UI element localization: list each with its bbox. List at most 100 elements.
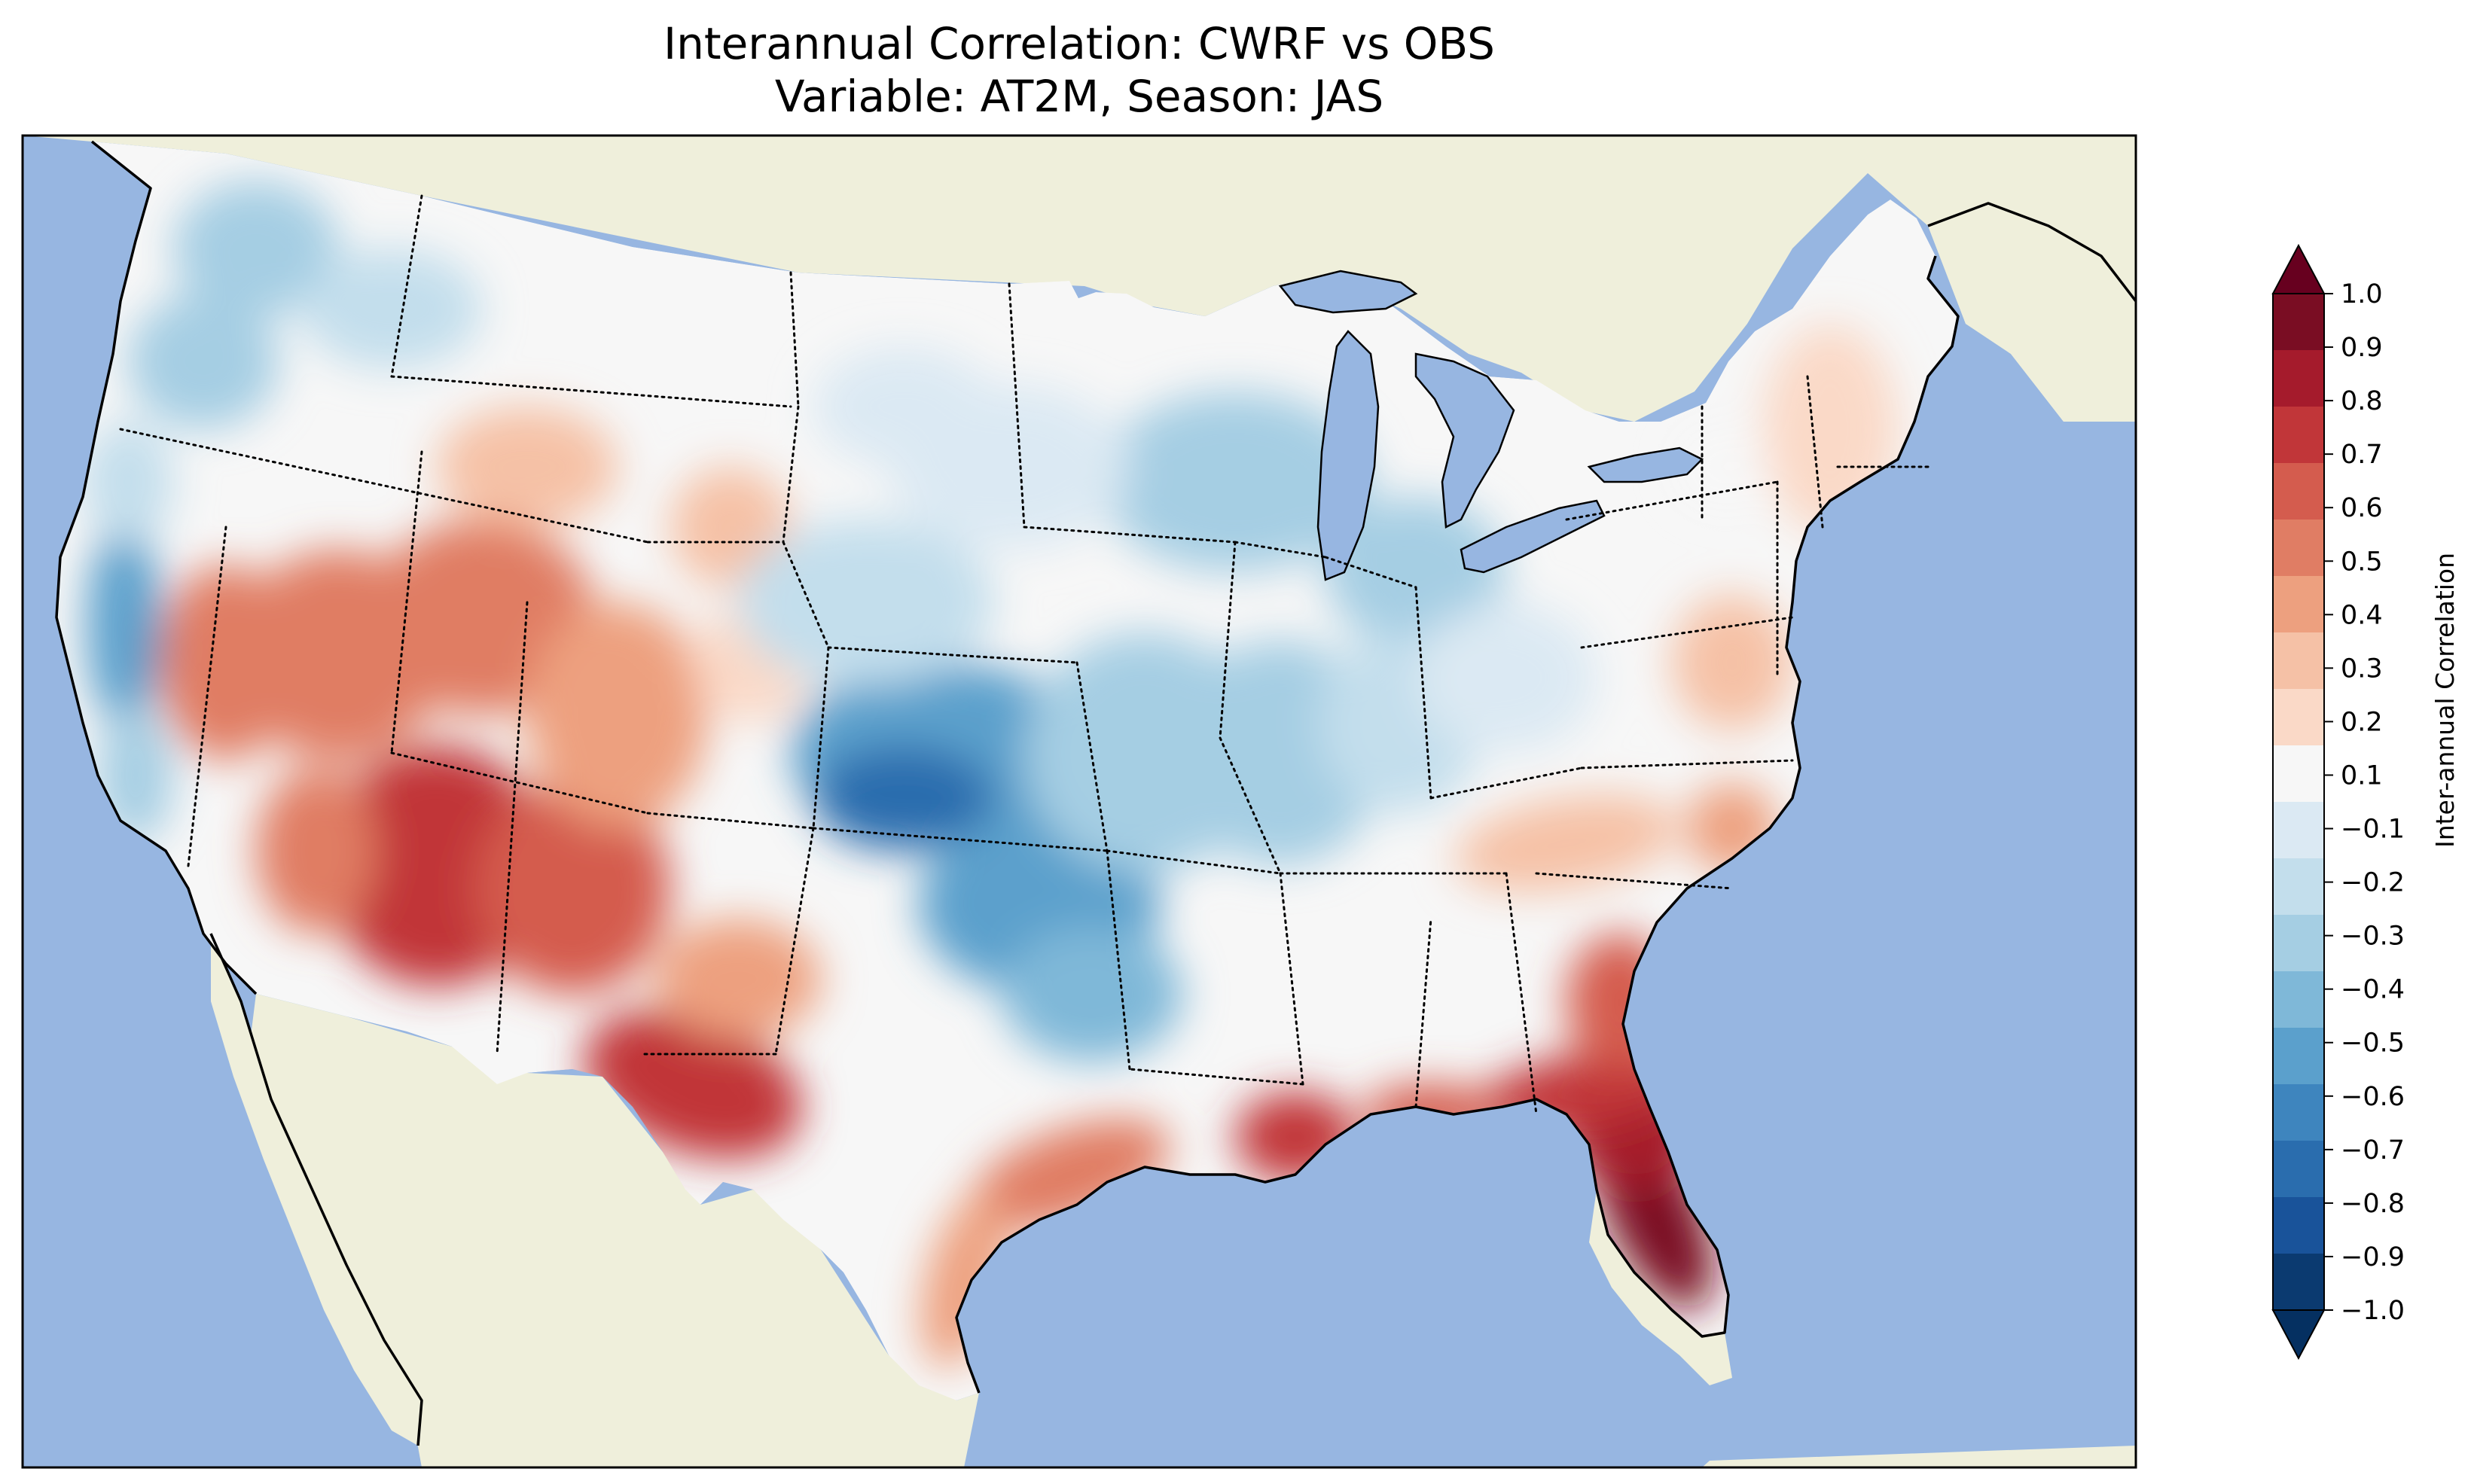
land-mass-0	[23, 136, 2136, 422]
coastline-0	[55, 140, 258, 995]
field-blob-34	[738, 520, 994, 685]
land-mass-3	[211, 934, 422, 1446]
colorbar-tick-label-2: 0.8	[2341, 386, 2383, 416]
colorbar-tick-label-8: 0.2	[2341, 707, 2383, 737]
land-mass-2	[249, 994, 979, 1467]
state-border-35	[1580, 616, 1794, 649]
state-border-4	[782, 541, 830, 649]
state-border-23	[1106, 849, 1282, 875]
colorbar-tick-label-19: −1.0	[2341, 1296, 2405, 1326]
field-blob-28	[1002, 926, 1182, 1062]
colorbar-min-extension	[2271, 1309, 2326, 1361]
state-border-30	[1505, 872, 1538, 1116]
state-border-1	[390, 375, 792, 408]
colorbar-tick-label-0: 1.0	[2341, 279, 2383, 309]
lake-2	[1414, 352, 1515, 529]
colorbar-bin-12	[2273, 971, 2324, 1028]
coastline-3	[209, 933, 423, 1446]
colorbar-tick-label-5: 0.5	[2341, 547, 2383, 577]
state-border-5	[812, 646, 830, 830]
colorbar-bin-5	[2273, 576, 2324, 633]
colorbar-tick-label-11: −0.2	[2341, 868, 2405, 898]
colorbar-bin-16	[2273, 1197, 2324, 1254]
colorbar-bin-3	[2273, 463, 2324, 520]
field-blob-30	[1100, 392, 1371, 572]
colorbar-tick-label-12: −0.3	[2341, 922, 2405, 952]
state-border-26	[1234, 541, 1327, 559]
state-border-22	[1219, 736, 1282, 875]
field-blob-42	[83, 422, 173, 542]
colorbar-frame	[2272, 293, 2325, 1311]
field-blob-38	[128, 294, 279, 429]
field-blob-35	[813, 346, 994, 467]
coastline-2	[1927, 202, 2136, 303]
colorbar-tick-label-7: 0.3	[2341, 654, 2383, 684]
field-blob-41	[98, 708, 173, 843]
colorbar-tick-label-10: −0.1	[2341, 815, 2405, 845]
colorbar-tick-label-4: 0.6	[2341, 493, 2383, 523]
lake-0	[1278, 270, 1418, 314]
colorbar-bin-10	[2273, 858, 2324, 916]
state-border-17	[812, 827, 1109, 852]
state-border-13	[646, 812, 815, 830]
state-border-31	[1414, 917, 1432, 1108]
land-mass-5	[1702, 1446, 2136, 1467]
field-blob-6	[969, 1119, 1170, 1230]
colorbar-max-extension	[2271, 243, 2326, 294]
colorbar-bin-17	[2273, 1254, 2324, 1311]
colorbar-tick-label-14: −0.5	[2341, 1028, 2405, 1059]
colorbar-tick-label-17: −0.8	[2341, 1189, 2405, 1219]
field-blob-25	[813, 745, 994, 851]
state-border-25	[1128, 1068, 1304, 1086]
colorbar-tick-label-13: −0.4	[2341, 975, 2405, 1005]
land-mass-1	[1928, 203, 2136, 422]
state-border-33	[1580, 759, 1794, 769]
state-border-11	[390, 751, 649, 815]
state-border-14	[496, 601, 529, 1056]
state-borders	[119, 194, 1929, 1116]
state-border-24	[1279, 872, 1304, 1086]
colorbar-bin-2	[2273, 407, 2324, 464]
colorbar-label: Inter-annual Correlation	[2430, 553, 2460, 848]
colorbar-bin-13	[2273, 1028, 2324, 1085]
title-line-1: Interannual Correlation: CWRF vs OBS	[663, 18, 1495, 69]
state-border-20	[1023, 526, 1237, 544]
state-border-34	[1535, 872, 1734, 890]
field-blob-14	[233, 550, 444, 760]
colorbar-bin-6	[2273, 632, 2324, 690]
colorbar-tick-label-18: −0.9	[2341, 1242, 2405, 1272]
state-border-2	[789, 271, 800, 408]
colorbar-bin-0	[2273, 294, 2324, 351]
state-border-36	[1565, 480, 1779, 521]
land-mass-4	[1589, 1190, 1732, 1385]
colorbar-bin-7	[2273, 689, 2324, 746]
state-border-15	[827, 646, 1078, 664]
map-panel	[23, 136, 2136, 1467]
state-border-3	[782, 405, 800, 544]
colorbar-bin-4	[2273, 520, 2324, 577]
colorbar-bin-11	[2273, 915, 2324, 972]
colorbar-tick-label-6: 0.4	[2341, 600, 2383, 630]
field-blob-12	[655, 919, 821, 1039]
state-border-39	[1806, 375, 1824, 529]
state-border-32	[1429, 766, 1583, 800]
field-blob-37	[173, 181, 339, 316]
state-border-21	[1219, 541, 1237, 739]
state-border-6	[774, 827, 815, 1056]
field-blob-36	[1416, 602, 1597, 753]
colorbar-tick-label-15: −0.6	[2341, 1082, 2405, 1112]
field-blob-22	[1672, 595, 1792, 730]
state-border-27	[1324, 556, 1417, 589]
colorbar-bin-15	[2273, 1141, 2324, 1198]
field-blob-40	[87, 520, 162, 730]
colorbar-tick-label-3: 0.7	[2341, 440, 2383, 470]
state-border-18	[1106, 849, 1131, 1071]
lake-1	[1316, 330, 1380, 581]
field-blob-15	[527, 602, 708, 828]
field-blob-9	[474, 783, 670, 994]
field-blob-17	[437, 407, 618, 527]
field-blob-31	[1325, 497, 1506, 648]
colorbar-bin-1	[2273, 350, 2324, 407]
map-frame	[21, 134, 2137, 1469]
